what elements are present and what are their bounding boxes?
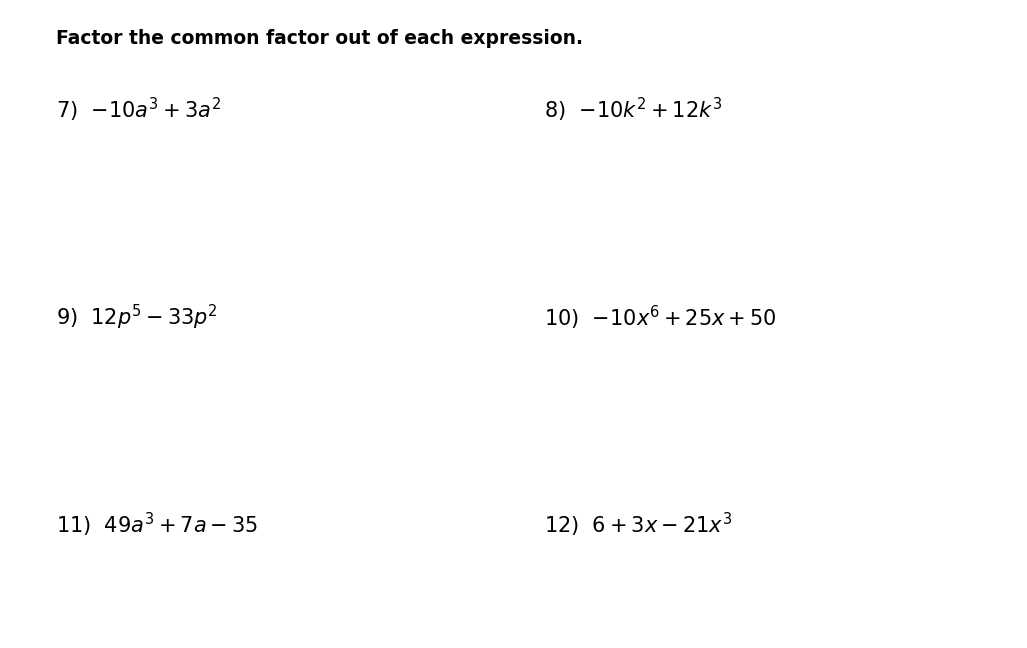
Text: 10)  $-10x^6 + 25x + 50$: 10) $-10x^6 + 25x + 50$ [544, 303, 776, 332]
Text: 9)  $12p^5 - 33p^2$: 9) $12p^5 - 33p^2$ [56, 303, 218, 332]
Text: 8)  $-10k^2 + 12k^3$: 8) $-10k^2 + 12k^3$ [544, 96, 722, 124]
Text: 12)  $6 + 3x - 21x^3$: 12) $6 + 3x - 21x^3$ [544, 511, 732, 539]
Text: 11)  $49a^3 + 7a - 35$: 11) $49a^3 + 7a - 35$ [56, 511, 259, 539]
Text: 7)  $-10a^3 + 3a^2$: 7) $-10a^3 + 3a^2$ [56, 96, 222, 124]
Text: Factor the common factor out of each expression.: Factor the common factor out of each exp… [56, 29, 583, 48]
